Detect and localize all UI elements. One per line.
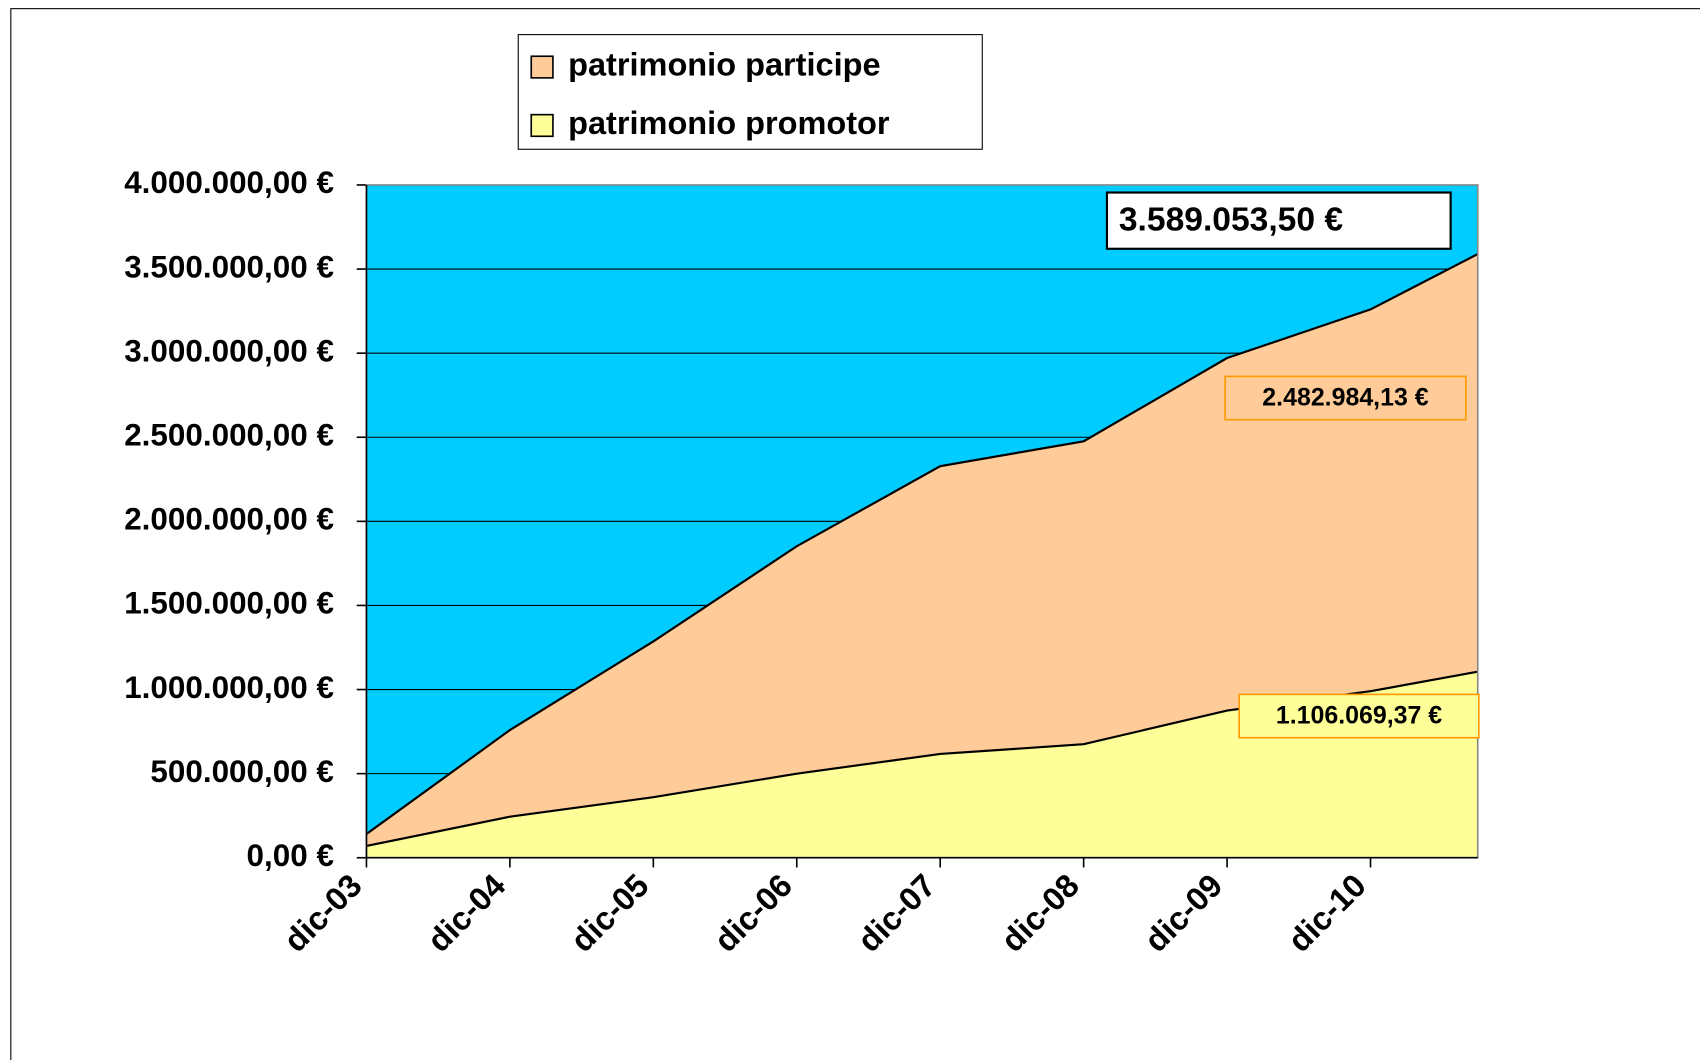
y-tick-label: 1.000.000,00 € xyxy=(124,670,334,705)
annotation: 3.589.053,50 € xyxy=(1119,202,1344,239)
area xyxy=(366,254,1478,846)
y-tick-label: 3.000.000,00 € xyxy=(124,333,334,368)
y-tick-label: 1.500.000,00 € xyxy=(124,586,334,621)
area-edge xyxy=(365,253,1479,835)
legend-label: patrimonio promotor xyxy=(568,105,890,141)
legend-swatch xyxy=(530,113,554,138)
data-label-box xyxy=(1224,375,1467,421)
y-tick-label: 2.500.000,00 € xyxy=(124,418,334,453)
y-tick-label: 0,00 € xyxy=(247,838,334,873)
data-label-box xyxy=(1238,693,1480,739)
y-tick-label: 3.500.000,00 € xyxy=(124,249,334,284)
legend-swatch xyxy=(530,55,554,79)
area xyxy=(366,671,1478,858)
y-tick-label: 2.000.000,00 € xyxy=(124,502,334,537)
y-tick-label: 4.000.000,00 € xyxy=(124,165,334,200)
y-tick-label: 500.000,00 € xyxy=(150,754,334,789)
legend-box xyxy=(517,34,983,150)
data-label: 1.106.069,37 € xyxy=(1276,702,1442,730)
annotation-box xyxy=(1105,191,1452,250)
data-label: 2.482.984,13 € xyxy=(1262,384,1428,412)
legend-label: patrimonio participe xyxy=(568,47,880,83)
